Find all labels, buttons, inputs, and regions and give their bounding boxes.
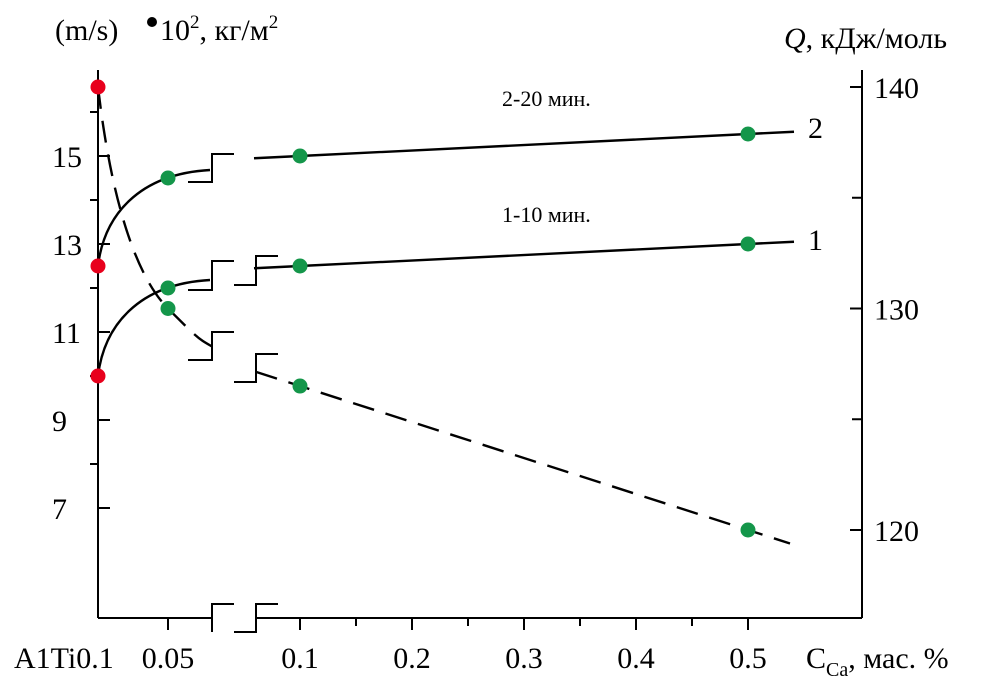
q-break-right	[234, 353, 278, 383]
series-2-point	[292, 148, 308, 164]
series-1-point	[90, 368, 106, 384]
series-Q-point	[292, 378, 308, 394]
x-tick-label: 0.5	[729, 642, 767, 675]
right-tick-label: 130	[874, 294, 919, 327]
series-1-time-label: 1-10 мин.	[502, 202, 591, 227]
bullet-marker	[147, 17, 157, 27]
series-1-point	[160, 280, 176, 296]
right-axis-title: Q, кДж/моль	[784, 22, 947, 55]
series-Q-point	[740, 522, 756, 538]
curve1-break-right	[234, 255, 278, 286]
series-2-time-label: 2-20 мин.	[502, 86, 591, 111]
left-tick-label: 7	[52, 493, 67, 526]
series-2-point	[160, 170, 176, 186]
series-2-curve-label: 2	[808, 112, 823, 145]
series-2-point	[90, 258, 106, 274]
series-2-line	[96, 130, 795, 267]
left-axis-title: (m/s)	[55, 14, 118, 47]
x-tick-label: 0.2	[393, 642, 431, 675]
x-tick-label: 0.05	[142, 642, 195, 675]
x-axis-break-left	[211, 603, 234, 632]
series-1-line	[96, 240, 795, 377]
left-tick-label: 15	[52, 141, 82, 174]
right-tick-label: 140	[874, 72, 919, 105]
bullet-axis-title: 102, кг/м2	[160, 12, 278, 47]
series-q-line	[96, 86, 791, 545]
x-base-label: A1Ti0.1	[14, 642, 114, 675]
series-1-point	[292, 258, 308, 274]
x-tick-label: 0.4	[617, 642, 655, 675]
right-tick-label: 120	[874, 515, 919, 548]
left-tick-label: 11	[52, 317, 81, 350]
left-tick-label: 13	[52, 229, 82, 262]
left-tick-label: 9	[52, 405, 67, 438]
series-1-point	[740, 236, 756, 252]
x-tick-label: 0.3	[505, 642, 543, 675]
series-1-curve-label: 1	[808, 224, 823, 257]
x-axis-break-right	[234, 603, 278, 633]
series-2-point	[740, 126, 756, 142]
curve1-break-left	[188, 260, 234, 291]
x-tick-label: 0.1	[281, 642, 319, 675]
curve2-break-left	[188, 153, 234, 183]
series-Q-point	[160, 301, 176, 316]
x-axis-title: CCa, мас. %	[806, 642, 949, 681]
series-Q-point	[90, 79, 106, 95]
